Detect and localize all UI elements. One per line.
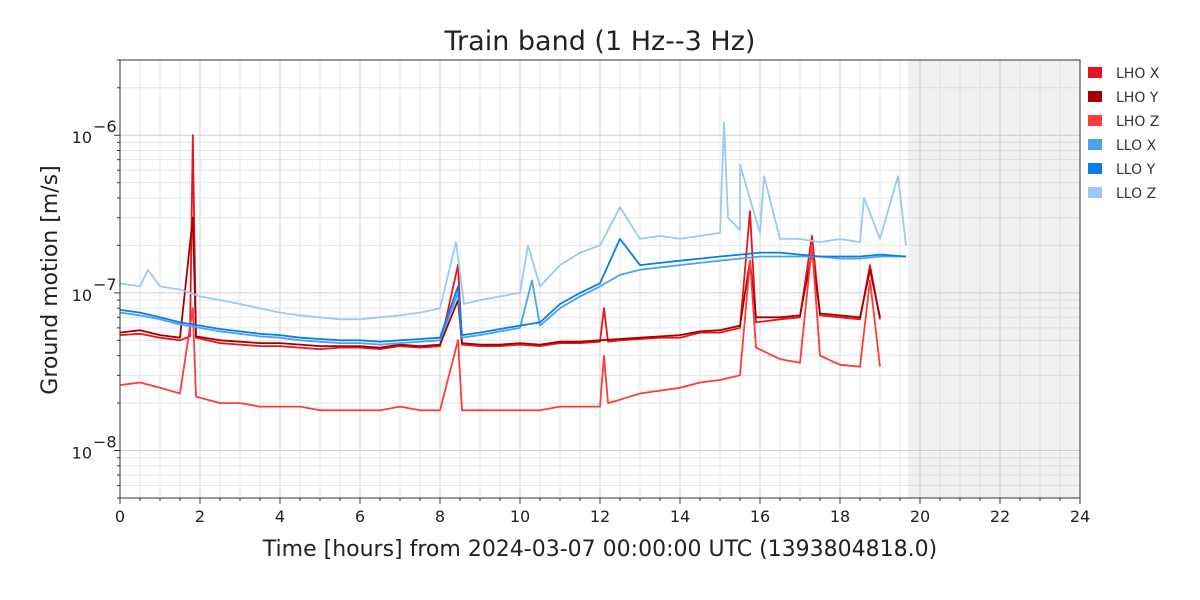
x-tick-label: 10 [510,507,530,526]
x-tick-label: 22 [990,507,1010,526]
y-tick-exponent: −7 [93,275,117,294]
chart-title: Train band (1 Hz--3 Hz) [444,26,756,57]
y-axis-label: Ground motion [m/s] [38,165,63,394]
x-axis-label: Time [hours] from 2024-03-07 00:00:00 UT… [262,537,937,562]
legend-label: LLO Y [1116,162,1156,178]
y-tick-exponent: −6 [93,117,117,136]
x-tick-label: 24 [1070,507,1090,526]
legend: LHO X LHO Y LHO Z LLO X LLO Y LLO Z [1088,66,1160,202]
y-tick-label: 10 [72,444,92,463]
series-line-llo-y [119,238,907,343]
y-tick-label: 10 [72,286,92,305]
y-axis-ticks: 10−810−710−6 [72,59,120,499]
legend-swatch [1088,115,1102,126]
legend-label: LHO X [1116,66,1160,82]
x-tick-label: 0 [115,507,125,526]
plot-lines [119,121,907,412]
x-tick-label: 18 [830,507,850,526]
x-tick-label: 16 [750,507,770,526]
y-tick-label: 10 [72,128,92,147]
legend-label: LLO X [1116,138,1157,154]
series-line-llo-z [119,121,907,321]
legend-swatch [1088,67,1102,78]
legend-swatch [1088,163,1102,174]
x-tick-label: 2 [195,507,205,526]
y-tick-exponent: −8 [93,433,117,452]
x-tick-label: 8 [435,507,445,526]
legend-label: LHO Z [1116,114,1159,130]
series-line-llo-x [119,255,906,346]
legend-label: LLO Z [1116,186,1156,202]
legend-swatch [1088,139,1102,150]
series-line-lho-y [119,216,881,349]
x-tick-label: 12 [590,507,610,526]
series-line-lho-z [119,244,881,412]
x-tick-label: 6 [355,507,365,526]
legend-swatch [1088,91,1102,102]
x-tick-label: 4 [275,507,285,526]
x-tick-label: 20 [910,507,930,526]
future-shaded-region [908,60,1080,498]
x-tick-label: 14 [670,507,690,526]
legend-label: LHO Y [1116,90,1159,106]
x-axis-ticks: 0 2 4 6 8 10 12 14 16 18 20 22 24 [115,498,1090,526]
legend-swatch [1088,187,1102,198]
series-line-lho-x [119,134,881,350]
